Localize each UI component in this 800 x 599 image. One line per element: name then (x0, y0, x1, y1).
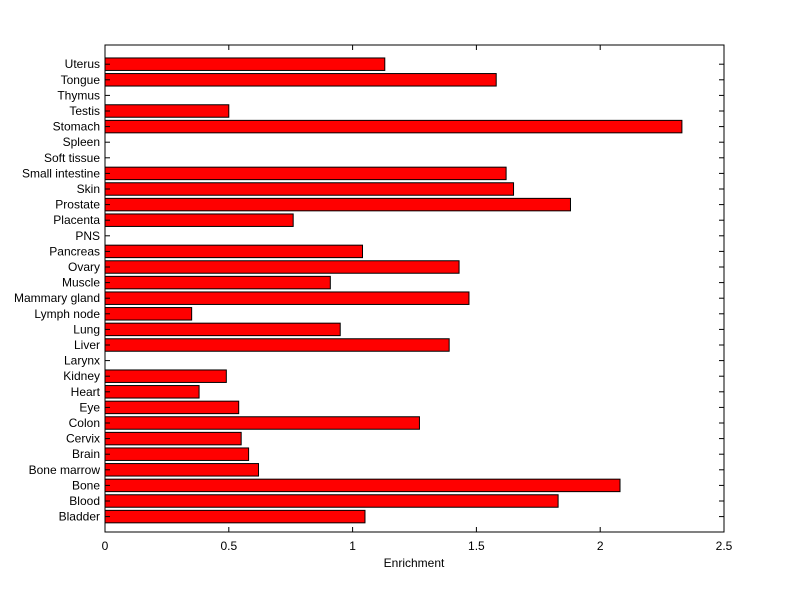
y-tick-label: Skin (77, 182, 100, 196)
bar-pancreas (104, 244, 364, 259)
y-tick-label: Brain (72, 447, 100, 461)
bar-uterus (104, 57, 386, 71)
bar-heart (104, 385, 200, 399)
bar-colon (104, 416, 420, 430)
y-tick-label: Soft tissue (44, 151, 100, 165)
bar-bladder (104, 509, 366, 524)
y-tick-label: Ovary (68, 260, 100, 274)
y-tick-label: Tongue (61, 73, 101, 87)
bar-testis (104, 104, 230, 118)
bar-small-intestine (104, 166, 507, 181)
bar-brain (104, 447, 250, 461)
x-tick-label: 2 (597, 539, 604, 553)
y-tick-label: Bladder (59, 510, 100, 524)
y-tick-label: Spleen (63, 135, 100, 149)
y-tick-label: Bone marrow (29, 463, 101, 477)
y-tick-label: PNS (75, 229, 100, 243)
bar-prostate (104, 197, 571, 212)
y-tick-label: Lymph node (34, 307, 100, 321)
bar-stomach (104, 119, 683, 134)
y-tick-label: Blood (69, 494, 100, 508)
y-tick-label: Colon (69, 416, 100, 430)
bar-eye (104, 400, 240, 415)
y-tick-label: Pancreas (49, 244, 100, 258)
y-tick-label: Muscle (62, 276, 100, 290)
bar-bone (104, 478, 621, 493)
y-tick-label: Liver (74, 338, 100, 352)
y-tick-label: Small intestine (22, 166, 100, 180)
y-tick-label: Stomach (53, 120, 100, 134)
x-tick-label: 0.5 (220, 539, 237, 553)
bar-placenta (104, 213, 294, 227)
x-axis-label: Enrichment (384, 556, 445, 570)
y-tick-label: Lung (73, 322, 100, 336)
y-tick-label: Prostate (55, 198, 100, 212)
y-tick-label: Cervix (66, 432, 100, 446)
bar-ovary (104, 260, 460, 274)
bar-bone-marrow (104, 463, 260, 477)
bar-tongue (104, 73, 497, 87)
bar-mammary-gland (104, 291, 470, 305)
y-tick-label: Heart (71, 385, 101, 399)
x-tick-label: 1 (349, 539, 356, 553)
bar-kidney (104, 369, 227, 383)
y-tick-label: Uterus (65, 57, 100, 71)
x-axis-ticks: 0 0.5 1 1.5 2 2.5 (102, 45, 733, 553)
plot-frame (104, 44, 725, 533)
bar-blood (104, 494, 559, 508)
bar-lymph-node (104, 307, 193, 321)
y-tick-label: Thymus (57, 88, 100, 102)
x-tick-label: 2.5 (716, 539, 733, 553)
bar-skin (104, 182, 515, 196)
y-tick-label: Kidney (63, 369, 100, 383)
y-tick-label: Larynx (64, 354, 100, 368)
x-tick-label: 0 (102, 539, 109, 553)
y-tick-label: Eye (79, 400, 100, 414)
bar-muscle (104, 275, 331, 290)
bar-cervix (104, 431, 242, 446)
y-tick-label: Placenta (53, 213, 100, 227)
x-tick-label: 1.5 (468, 539, 485, 553)
bar-lung (104, 322, 341, 337)
y-tick-label: Mammary gland (14, 291, 100, 305)
y-tick-label: Bone (72, 478, 100, 492)
bar-liver (104, 338, 450, 352)
y-tick-label: Testis (69, 104, 100, 118)
